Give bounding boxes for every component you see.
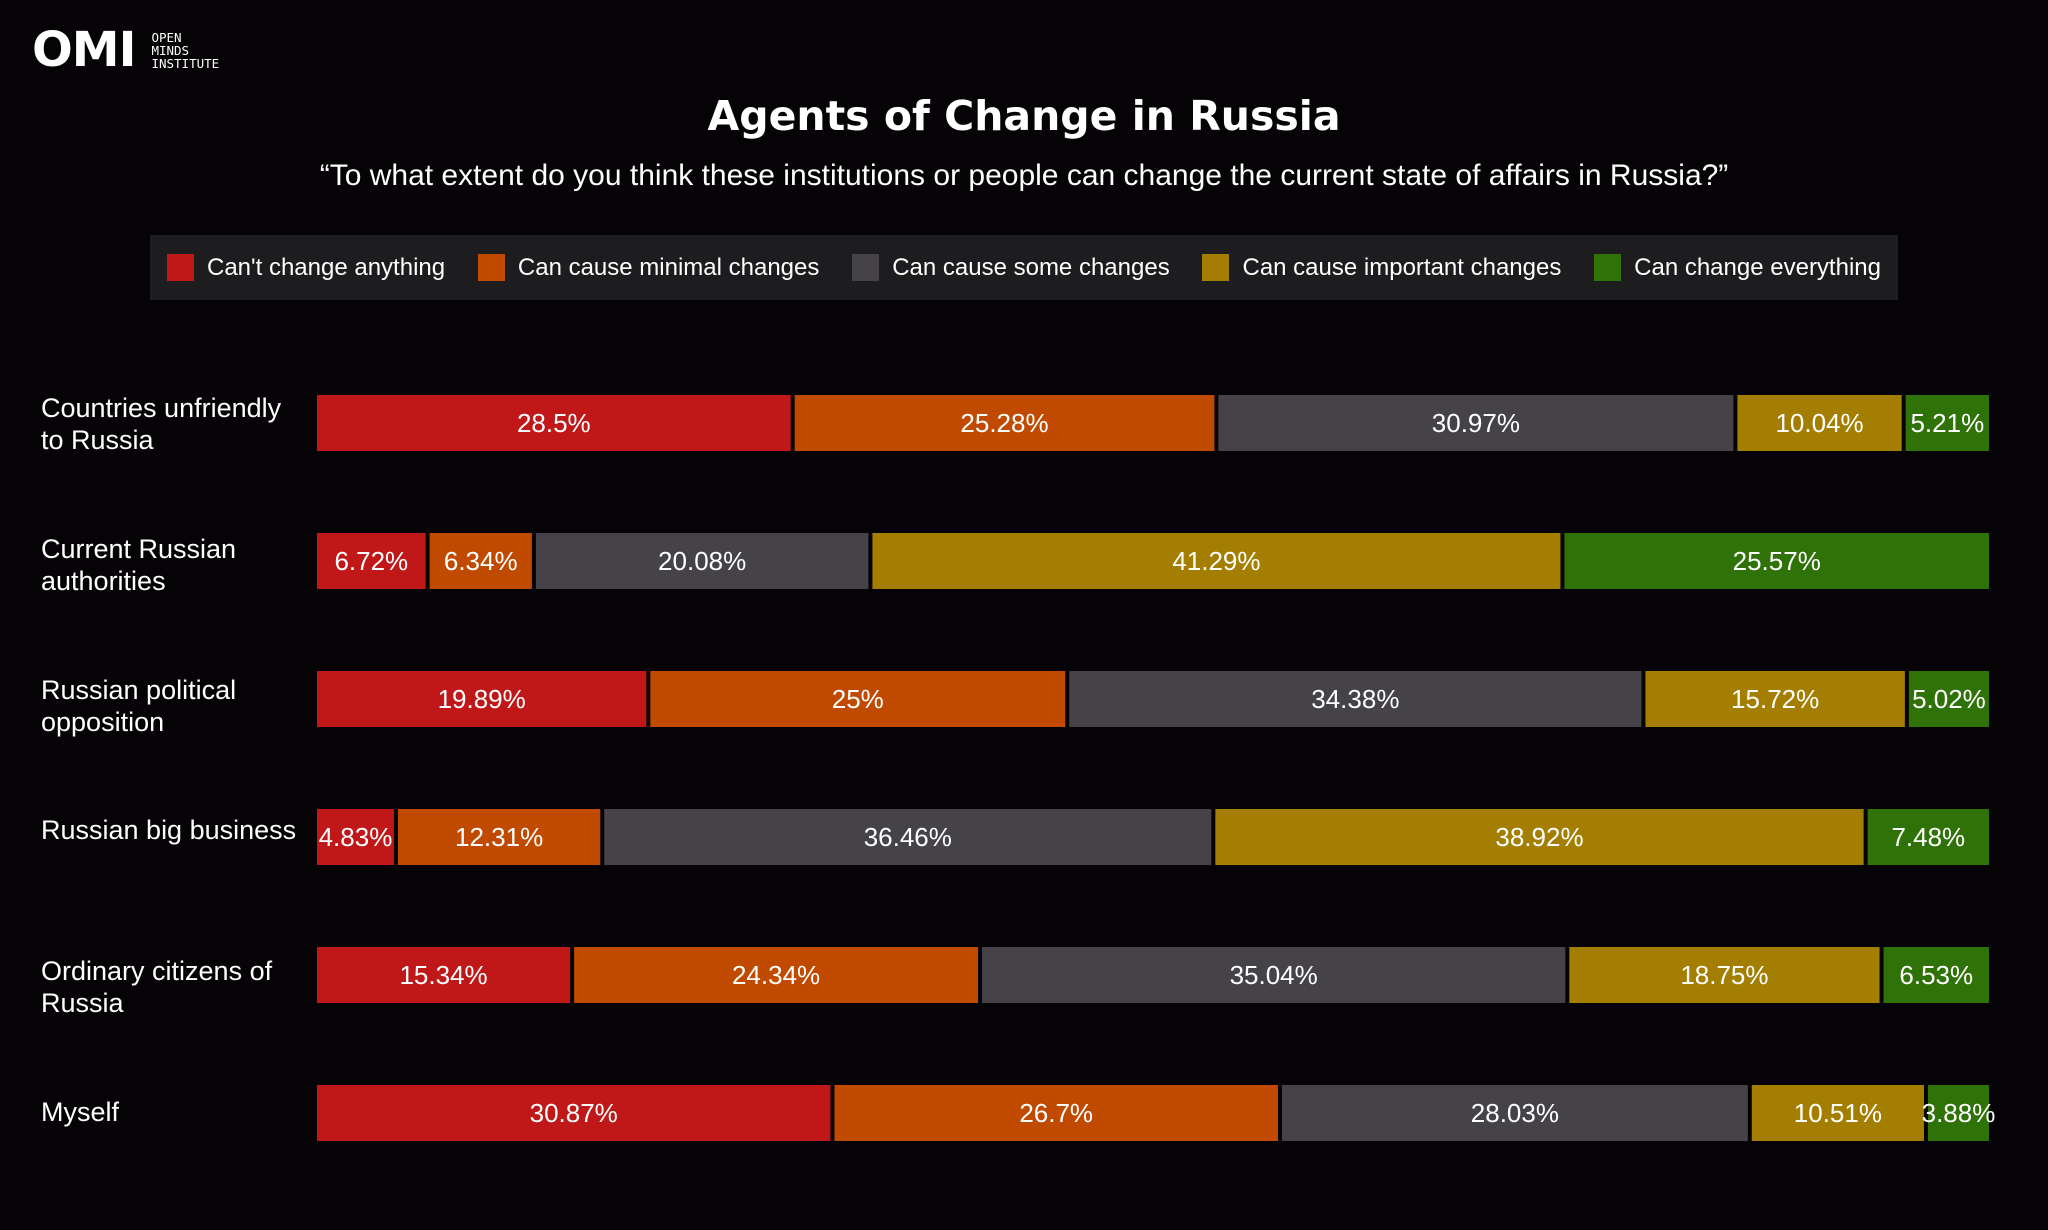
bar-value-label-countries-unfriendly-to-russia-4: 10.04% — [1775, 408, 1863, 438]
bar-segment-russian-political-opposition-5 — [1908, 671, 1989, 727]
bar-value-label-russian-political-opposition-1: 19.89% — [438, 684, 526, 714]
logo-line-minds: MINDS — [151, 42, 190, 58]
bar-segment-countries-unfriendly-to-russia-1 — [317, 395, 791, 451]
bar-value-label-ordinary-citizens-of-russia-3: 35.04% — [1230, 960, 1318, 990]
bar-value-label-myself-1: 30.87% — [530, 1098, 618, 1128]
bar-segment-current-russian-authorities-1 — [317, 533, 426, 589]
bar-segment-myself-2 — [834, 1085, 1278, 1141]
bar-segment-countries-unfriendly-to-russia-2 — [794, 395, 1215, 451]
bar-value-label-countries-unfriendly-to-russia-2: 25.28% — [960, 408, 1048, 438]
bar-value-label-myself-3: 28.03% — [1471, 1098, 1559, 1128]
legend-label-cant-change: Can't change anything — [207, 253, 446, 281]
row-label-myself: Myself — [41, 1097, 120, 1127]
bar-segment-russian-big-business-4 — [1215, 809, 1864, 865]
bar-segment-russian-big-business-5 — [1867, 809, 1989, 865]
bar-value-label-current-russian-authorities-5: 25.57% — [1733, 546, 1821, 576]
chart-legend: Can't change anything Can cause minimal … — [150, 235, 1898, 300]
bar-value-label-myself-2: 26.7% — [1019, 1098, 1093, 1128]
bar-segment-ordinary-citizens-of-russia-4 — [1569, 947, 1880, 1003]
bar-value-label-countries-unfriendly-to-russia-3: 30.97% — [1432, 408, 1520, 438]
bar-value-label-russian-political-opposition-3: 34.38% — [1311, 684, 1399, 714]
bar-segment-russian-political-opposition-3 — [1069, 671, 1642, 727]
bar-value-label-russian-big-business-1: 4.83% — [319, 822, 393, 852]
bar-value-label-current-russian-authorities-2: 6.34% — [444, 546, 518, 576]
legend-item-important-changes: Can cause important changes — [1202, 254, 1561, 282]
bar-value-label-current-russian-authorities-4: 41.29% — [1172, 546, 1260, 576]
chart-title: Agents of Change in Russia — [707, 92, 1341, 140]
legend-swatch-cant-change — [167, 254, 194, 281]
bar-value-label-russian-political-opposition-4: 15.72% — [1731, 684, 1819, 714]
bar-segment-russian-big-business-1 — [317, 809, 394, 865]
legend-swatch-some-changes — [852, 254, 880, 281]
bar-segment-ordinary-citizens-of-russia-2 — [574, 947, 979, 1003]
bar-segment-myself-1 — [317, 1085, 831, 1141]
bar-segment-myself-5 — [1927, 1085, 1989, 1141]
bar-value-label-russian-big-business-3: 36.46% — [864, 822, 952, 852]
legend-swatch-important-changes — [1202, 254, 1230, 281]
bar-segment-russian-political-opposition-1 — [317, 671, 647, 727]
omi-logo-text: OPEN MINDS INSTITUTE — [151, 31, 219, 70]
row-label-big-business: Russian big business — [41, 815, 297, 845]
bar-segment-current-russian-authorities-3 — [535, 533, 869, 589]
row-label-ordinary-citizens: Ordinary citizens of Russia — [41, 956, 273, 1018]
bar-segment-russian-big-business-3 — [604, 809, 1212, 865]
bar-value-label-ordinary-citizens-of-russia-4: 18.75% — [1680, 960, 1768, 990]
bar-value-label-russian-big-business-5: 7.48% — [1891, 822, 1965, 852]
row-label-current-authorities: Current Russian authorities — [41, 534, 237, 596]
bar-segment-russian-political-opposition-2 — [650, 671, 1066, 727]
bar-value-label-russian-big-business-4: 38.92% — [1495, 822, 1583, 852]
bar-value-label-myself-5: 3.88% — [1922, 1098, 1996, 1128]
row-label-countries-unfriendly: Countries unfriendly to Russia — [41, 393, 282, 455]
legend-swatch-minimal-changes — [477, 254, 505, 281]
logo-line-open: OPEN — [151, 29, 182, 45]
bar-segment-russian-political-opposition-4 — [1645, 671, 1905, 727]
bar-value-label-current-russian-authorities-1: 6.72% — [334, 546, 408, 576]
bar-segment-ordinary-citizens-of-russia-1 — [317, 947, 571, 1003]
legend-label-some-changes: Can cause some changes — [892, 253, 1170, 281]
bar-value-label-russian-political-opposition-5: 5.02% — [1912, 684, 1986, 714]
chart-subtitle: “To what extent do you think these insti… — [319, 159, 1729, 192]
bar-segment-current-russian-authorities-2 — [429, 533, 532, 589]
omi-logo: OMI OPEN MINDS INSTITUTE — [32, 22, 219, 78]
bar-value-label-countries-unfriendly-to-russia-5: 5.21% — [1910, 408, 1984, 438]
bar-segment-current-russian-authorities-5 — [1564, 533, 1989, 589]
bar-value-label-ordinary-citizens-of-russia-1: 15.34% — [399, 960, 487, 990]
legend-item-change-everything: Can change everything — [1594, 254, 1881, 282]
legend-label-important-changes: Can cause important changes — [1242, 253, 1562, 281]
bar-segment-myself-4 — [1751, 1085, 1924, 1141]
legend-item-minimal-changes: Can cause minimal changes — [477, 253, 820, 282]
bar-value-label-russian-big-business-2: 12.31% — [455, 822, 543, 852]
bar-value-label-current-russian-authorities-3: 20.08% — [658, 546, 746, 576]
bar-segment-russian-big-business-2 — [397, 809, 601, 865]
row-label-political-opposition: Russian political opposition — [41, 675, 237, 737]
bar-segment-current-russian-authorities-4 — [872, 533, 1561, 589]
legend-label-minimal-changes: Can cause minimal changes — [517, 253, 820, 281]
legend-swatch-change-everything — [1594, 254, 1622, 281]
bar-segment-countries-unfriendly-to-russia-3 — [1218, 395, 1734, 451]
bar-value-label-russian-political-opposition-2: 25% — [832, 684, 884, 714]
bar-value-label-countries-unfriendly-to-russia-1: 28.5% — [517, 408, 591, 438]
bar-segment-myself-3 — [1281, 1085, 1748, 1141]
omi-logo-mark: OMI — [32, 22, 136, 78]
legend-item-cant-change: Can't change anything — [167, 254, 445, 282]
bar-value-label-ordinary-citizens-of-russia-2: 24.34% — [732, 960, 820, 990]
bar-value-label-myself-4: 10.51% — [1794, 1098, 1882, 1128]
bar-segment-ordinary-citizens-of-russia-3 — [982, 947, 1566, 1003]
bar-segment-countries-unfriendly-to-russia-4 — [1737, 395, 1902, 451]
logo-line-institute: INSTITUTE — [151, 55, 220, 71]
bar-segment-ordinary-citizens-of-russia-5 — [1883, 947, 1989, 1003]
bar-segment-countries-unfriendly-to-russia-5 — [1905, 395, 1989, 451]
legend-item-some-changes: Can cause some changes — [852, 254, 1170, 282]
bar-value-label-ordinary-citizens-of-russia-5: 6.53% — [1899, 960, 1973, 990]
legend-label-change-everything: Can change everything — [1634, 253, 1881, 281]
